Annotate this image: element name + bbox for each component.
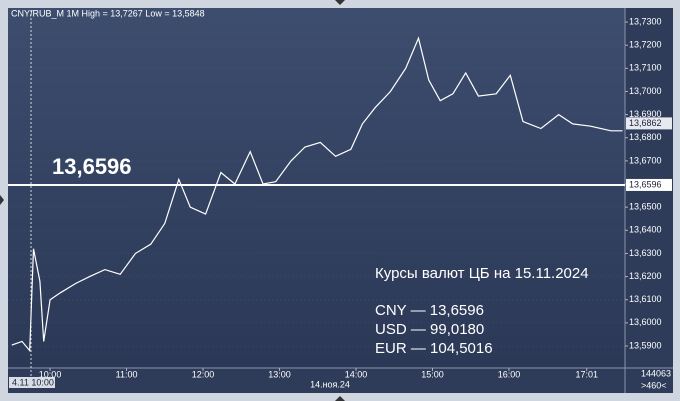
annotation-line: CNY — 13,6596 bbox=[375, 302, 484, 319]
annotation-title: Курсы валют ЦБ на 15.11.2024 bbox=[375, 265, 589, 282]
y-tick-label: 13,6100 bbox=[629, 294, 662, 304]
price-line bbox=[11, 36, 623, 353]
x-tick-label: 11:00 bbox=[116, 369, 138, 379]
y-tick-label: 13,6400 bbox=[629, 225, 662, 235]
y-tick-label: 13,7300 bbox=[629, 16, 662, 26]
scroll-arrow[interactable] bbox=[335, 396, 345, 401]
y-tick-label: 13,7100 bbox=[629, 63, 662, 73]
x-tick-label: 14:00 bbox=[345, 369, 368, 379]
chart-title: CNY/RUB_M 1M High = 13,7267 Low = 13,584… bbox=[11, 8, 205, 18]
x-tick-label: 16:00 bbox=[498, 369, 521, 379]
y-tick-label: 13,6200 bbox=[629, 271, 662, 281]
date-label: 14.ноя.24 bbox=[310, 379, 350, 389]
level-tag bbox=[626, 178, 672, 191]
cursor-tag bbox=[9, 377, 55, 388]
y-tick-label: 13,6900 bbox=[629, 109, 662, 119]
corner-label: 144063 bbox=[641, 368, 671, 378]
y-tick-label: 13,7200 bbox=[629, 40, 662, 50]
y-tick-label: 13,6800 bbox=[629, 132, 662, 142]
y-tick-label: 13,7000 bbox=[629, 86, 662, 96]
level-tag-label: 13,6596 bbox=[629, 179, 662, 189]
y-tick-label: 13,6500 bbox=[629, 202, 662, 212]
y-tick-label: 13,6300 bbox=[629, 248, 662, 258]
x-tick-label: 15:00 bbox=[421, 369, 444, 379]
scroll-arrow[interactable] bbox=[335, 0, 345, 5]
x-tick-label: 17:01 bbox=[575, 369, 598, 379]
y-tick-label: 13,6700 bbox=[629, 155, 662, 165]
x-tick-label: 13:00 bbox=[268, 369, 291, 379]
last-price-label: 13,6862 bbox=[629, 118, 662, 128]
annotation-line: USD — 99,0180 bbox=[375, 321, 484, 338]
annotation-line: EUR — 104,5016 bbox=[375, 340, 493, 357]
y-tick-label: 13,6000 bbox=[629, 317, 662, 327]
scroll-arrow[interactable] bbox=[0, 195, 4, 205]
level-label: 13,6596 bbox=[52, 154, 132, 179]
y-tick-label: 13,5900 bbox=[629, 340, 662, 350]
time-axis bbox=[8, 368, 673, 393]
last-price-tag bbox=[626, 117, 672, 130]
plot-area bbox=[8, 8, 625, 368]
corner-label: >460< bbox=[641, 380, 667, 390]
cursor-label: 4.11 10:00 bbox=[12, 377, 54, 387]
x-tick-label: 12:00 bbox=[192, 369, 215, 379]
x-tick-label: 10:00 bbox=[39, 369, 62, 379]
